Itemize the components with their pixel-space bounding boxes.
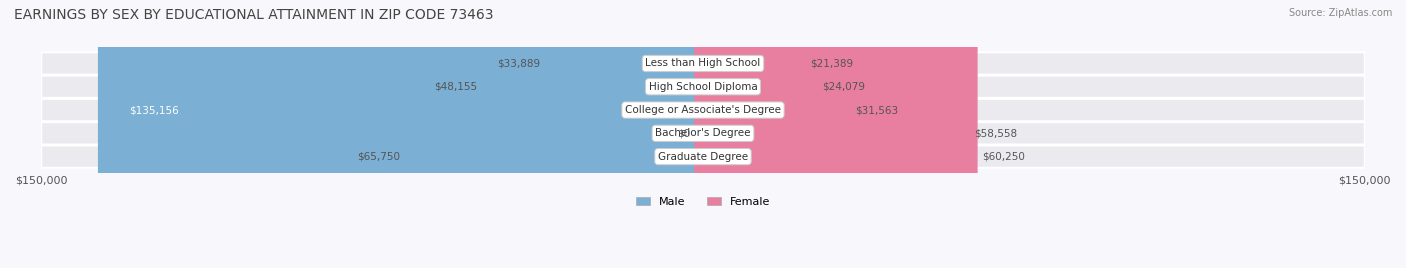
Text: $58,558: $58,558 xyxy=(974,128,1018,138)
Text: EARNINGS BY SEX BY EDUCATIONAL ATTAINMENT IN ZIP CODE 73463: EARNINGS BY SEX BY EDUCATIONAL ATTAINMEN… xyxy=(14,8,494,22)
FancyBboxPatch shape xyxy=(695,0,970,268)
Text: Less than High School: Less than High School xyxy=(645,58,761,68)
FancyBboxPatch shape xyxy=(404,0,711,268)
FancyBboxPatch shape xyxy=(695,0,851,268)
FancyBboxPatch shape xyxy=(695,0,977,268)
Text: Source: ZipAtlas.com: Source: ZipAtlas.com xyxy=(1288,8,1392,18)
Text: $60,250: $60,250 xyxy=(981,152,1025,162)
FancyBboxPatch shape xyxy=(41,99,1365,121)
Text: $48,155: $48,155 xyxy=(434,82,477,92)
FancyBboxPatch shape xyxy=(41,76,1365,98)
FancyBboxPatch shape xyxy=(695,0,806,268)
Text: $65,750: $65,750 xyxy=(357,152,399,162)
FancyBboxPatch shape xyxy=(98,0,711,268)
FancyBboxPatch shape xyxy=(41,122,1365,144)
Text: $21,389: $21,389 xyxy=(811,58,853,68)
Text: $33,889: $33,889 xyxy=(498,58,540,68)
Text: $24,079: $24,079 xyxy=(823,82,866,92)
Text: $135,156: $135,156 xyxy=(129,105,179,115)
Text: $31,563: $31,563 xyxy=(855,105,898,115)
Text: College or Associate's Degree: College or Associate's Degree xyxy=(626,105,780,115)
FancyBboxPatch shape xyxy=(544,0,711,268)
Legend: Male, Female: Male, Female xyxy=(631,192,775,211)
FancyBboxPatch shape xyxy=(41,146,1365,168)
Text: Graduate Degree: Graduate Degree xyxy=(658,152,748,162)
Text: $0: $0 xyxy=(676,128,690,138)
Text: High School Diploma: High School Diploma xyxy=(648,82,758,92)
Text: Bachelor's Degree: Bachelor's Degree xyxy=(655,128,751,138)
FancyBboxPatch shape xyxy=(482,0,711,268)
FancyBboxPatch shape xyxy=(41,52,1365,75)
FancyBboxPatch shape xyxy=(695,0,818,268)
